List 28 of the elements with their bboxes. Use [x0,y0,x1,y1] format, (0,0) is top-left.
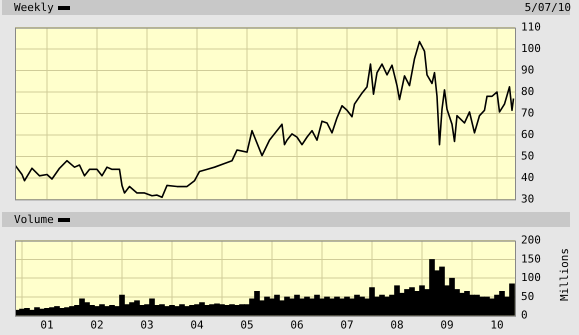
y-tick-label: 60 [521,128,534,141]
x-tick-label: 07 [340,318,354,332]
y-tick-label: 100 [521,271,541,284]
legend-label: Volume [14,213,54,226]
x-tick-label: 04 [190,318,204,332]
y-tick-label: 0 [521,308,528,322]
x-tick-label: 01 [40,318,54,332]
y-tick-label: 50 [521,290,534,303]
x-tick-label: 06 [290,318,304,332]
y-tick-label: 30 [521,192,534,206]
y-tick-label: 150 [521,252,541,266]
y-tick-label: 110 [521,20,541,34]
y-axis-title: Millions [558,248,571,301]
text: 5/07/10 [524,1,571,14]
x-tick-label: 03 [140,318,154,332]
x-tick-label: 02 [90,318,104,332]
y-tick-label: 80 [521,84,534,98]
x-tick-label: 10 [490,318,504,332]
y-tick-label: 70 [521,106,534,120]
x-tick-label: 08 [390,318,404,332]
x-tick-label: 09 [440,318,454,332]
y-tick-label: 90 [521,63,534,76]
y-tick-label: 100 [521,42,541,55]
y-tick-label: 40 [521,170,534,184]
legend-label: Weekly [14,1,54,14]
x-tick-label: 05 [240,318,254,332]
y-tick-label: 200 [521,233,541,246]
y-tick-label: 50 [521,149,534,162]
